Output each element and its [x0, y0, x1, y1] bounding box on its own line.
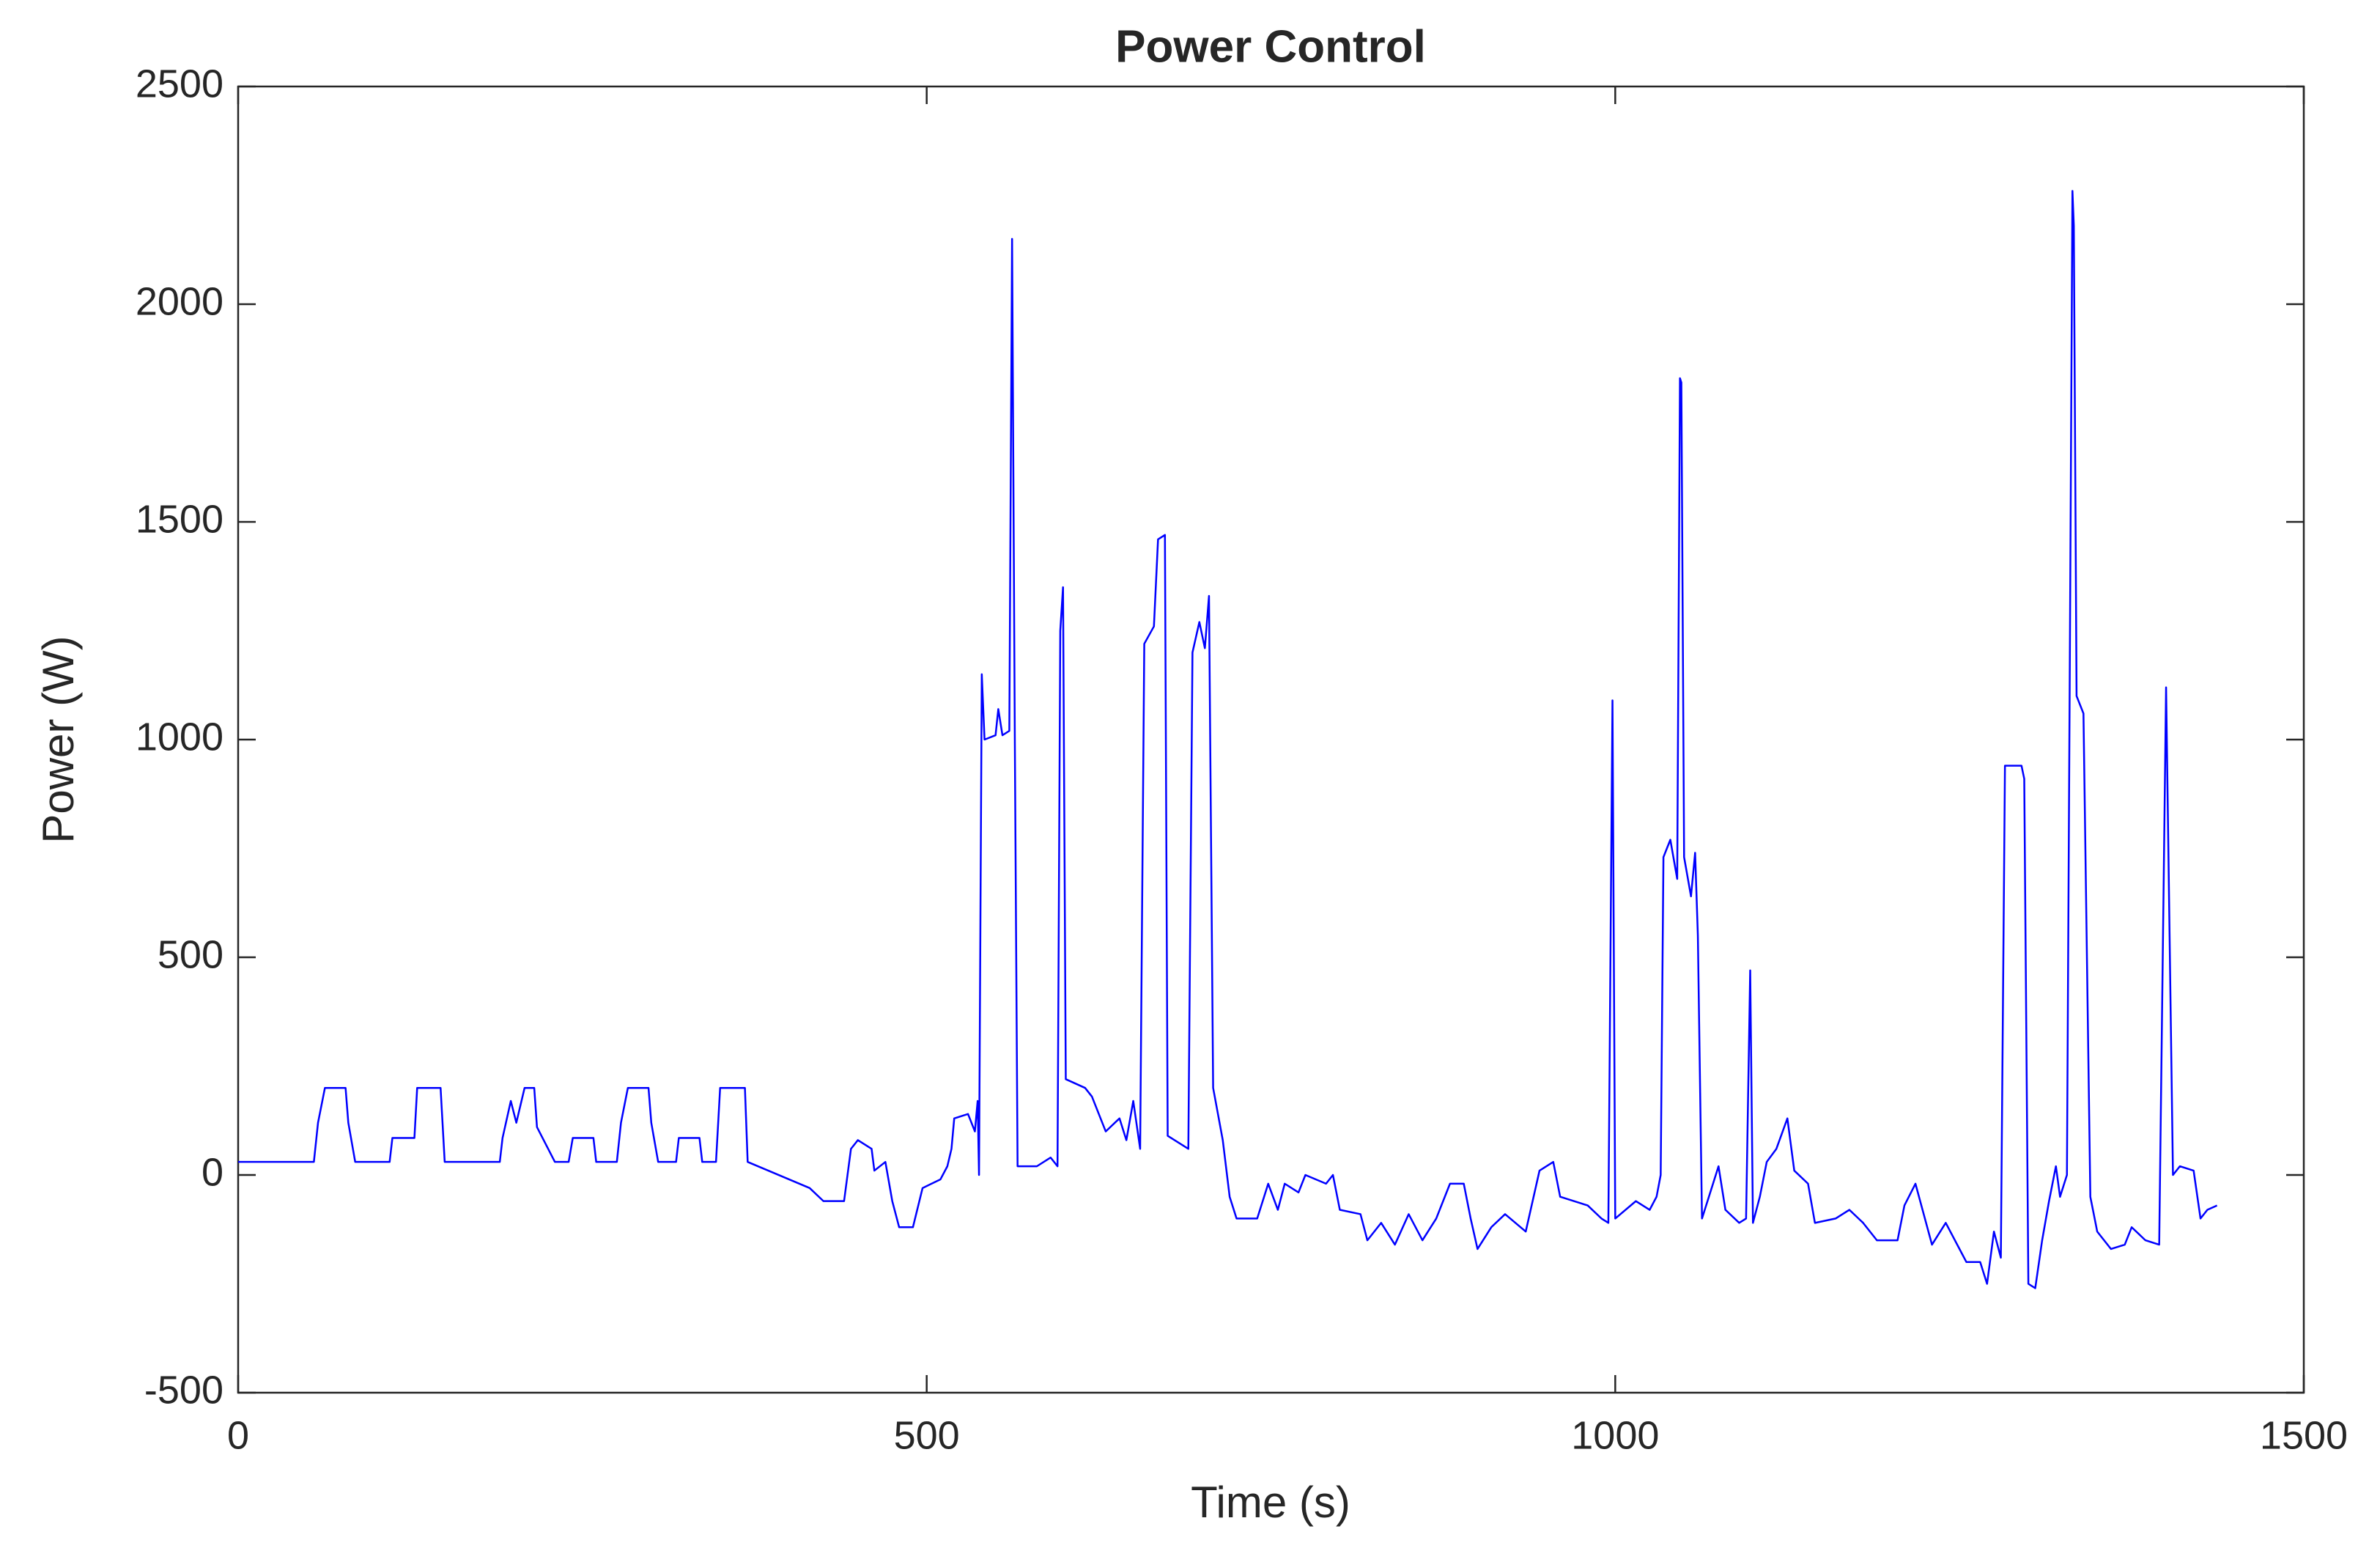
x-axis-label: Time (s) — [1191, 1478, 1350, 1527]
y-tick-label: 1500 — [136, 497, 223, 541]
x-tick-label: 1500 — [2260, 1413, 2348, 1457]
y-tick-label: 2000 — [136, 279, 223, 323]
x-tick-label: 1000 — [1571, 1413, 1659, 1457]
y-axis-label: Power (W) — [34, 636, 83, 843]
y-tick-label: 0 — [202, 1150, 223, 1194]
y-tick-label: 1000 — [136, 715, 223, 759]
data-line — [238, 190, 2218, 1289]
x-tick-label: 0 — [227, 1413, 249, 1457]
x-tick-label: 500 — [894, 1413, 960, 1457]
chart-title: Power Control — [1115, 21, 1426, 72]
y-tick-label: -500 — [144, 1368, 223, 1412]
y-tick-label: 2500 — [136, 62, 223, 106]
y-tick-label: 500 — [158, 932, 223, 976]
